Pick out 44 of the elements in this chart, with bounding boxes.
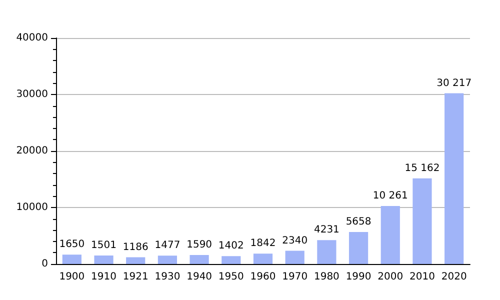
bar <box>253 254 273 264</box>
y-tick-label: 0 <box>42 258 48 270</box>
bar <box>222 256 241 264</box>
x-tick-label: 2020 <box>441 272 467 282</box>
data-label: 5658 <box>346 216 372 228</box>
y-tick-label: 40000 <box>16 32 48 44</box>
data-label: 1650 <box>59 239 85 250</box>
data-label: 1501 <box>91 240 116 252</box>
x-tick-label: 2010 <box>410 272 435 282</box>
data-label: 1402 <box>218 240 244 252</box>
bar <box>317 240 336 264</box>
x-tick-label: 1940 <box>186 272 212 282</box>
data-label: 1842 <box>250 238 276 250</box>
bar <box>94 256 114 264</box>
bar <box>126 257 146 264</box>
bar <box>190 255 209 264</box>
bar <box>444 93 464 264</box>
bar <box>412 178 432 264</box>
data-label: 2340 <box>282 235 308 246</box>
x-tick-label: 1910 <box>91 272 116 282</box>
x-tick-label: 1990 <box>346 272 372 282</box>
x-tick-label: 1930 <box>154 272 180 282</box>
bar <box>285 250 304 264</box>
x-tick-label: 1921 <box>122 272 148 282</box>
x-tick-label: 1900 <box>59 272 85 282</box>
data-label: 10 261 <box>372 190 408 202</box>
y-tick-label: 30000 <box>16 89 48 100</box>
x-tick-label: 1950 <box>218 272 244 282</box>
x-tick-label: 1980 <box>314 272 340 282</box>
y-tick-label: 10000 <box>16 202 48 213</box>
data-label: 15 162 <box>404 162 440 174</box>
data-label: 30 217 <box>436 78 472 89</box>
data-label: 1590 <box>186 240 212 251</box>
bar <box>380 206 400 264</box>
x-tick-label: 2000 <box>378 272 404 282</box>
data-label: 4231 <box>314 224 340 236</box>
data-label: 1186 <box>122 242 148 253</box>
bar <box>62 254 82 264</box>
bar <box>348 232 368 264</box>
x-tick-label: 1970 <box>282 272 308 282</box>
x-tick-label: 1960 <box>250 272 276 282</box>
bar <box>158 256 178 264</box>
y-tick-label: 20000 <box>16 146 48 156</box>
data-label: 1477 <box>154 240 180 252</box>
